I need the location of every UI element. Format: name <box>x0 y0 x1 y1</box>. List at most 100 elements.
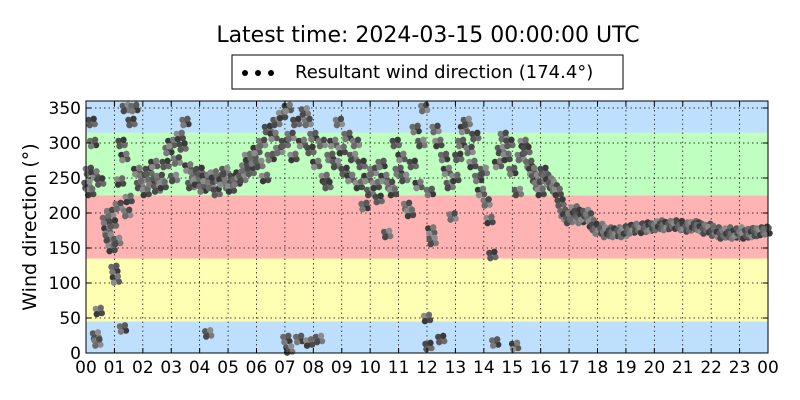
data-point <box>364 191 372 199</box>
data-point <box>109 211 117 219</box>
data-point <box>296 142 304 150</box>
data-point <box>514 151 521 159</box>
data-point <box>256 148 263 156</box>
y-tick-label: 0 <box>70 344 81 364</box>
data-point <box>491 158 499 166</box>
data-point <box>481 202 488 209</box>
data-point <box>523 158 530 166</box>
data-point <box>483 214 490 222</box>
data-point <box>88 169 95 176</box>
data-point <box>276 114 284 122</box>
data-point <box>309 143 316 151</box>
data-point <box>372 193 379 201</box>
data-point <box>551 186 558 194</box>
data-point <box>422 101 430 109</box>
data-point <box>176 141 183 148</box>
data-point <box>354 136 362 144</box>
data-point <box>103 237 110 244</box>
data-point <box>375 183 383 191</box>
x-tick-label: 15 <box>501 358 523 378</box>
data-point <box>99 214 107 222</box>
data-point <box>179 116 186 124</box>
x-tick-label: 08 <box>303 358 325 378</box>
data-point <box>486 201 493 208</box>
data-point <box>135 164 143 172</box>
data-point <box>361 172 368 180</box>
data-point <box>122 327 130 334</box>
data-point <box>303 342 311 349</box>
data-point <box>480 190 488 198</box>
data-point <box>438 141 445 149</box>
data-point <box>435 333 442 341</box>
data-point <box>497 130 504 138</box>
data-point <box>173 130 180 138</box>
data-point <box>487 254 494 262</box>
legend: Resultant wind direction (174.4°) <box>231 54 624 90</box>
data-point <box>404 176 411 184</box>
data-point <box>342 135 349 143</box>
data-point <box>351 150 359 158</box>
data-point <box>455 176 462 184</box>
data-point <box>511 186 519 194</box>
data-point <box>97 341 104 348</box>
data-point <box>282 107 289 115</box>
data-point <box>382 233 389 241</box>
data-point <box>412 179 419 187</box>
data-point <box>422 340 429 348</box>
data-point <box>219 165 226 173</box>
x-tick-label: 16 <box>530 358 552 378</box>
data-point <box>428 185 436 193</box>
data-point <box>452 215 459 222</box>
data-point <box>94 176 101 183</box>
data-point <box>347 156 355 164</box>
data-point <box>287 343 295 350</box>
data-point <box>109 268 116 276</box>
data-point <box>560 201 567 208</box>
data-point <box>332 136 339 144</box>
data-point <box>327 183 334 191</box>
x-tick-label: 02 <box>132 358 154 378</box>
data-point <box>126 121 133 129</box>
data-point <box>245 170 253 178</box>
data-point <box>116 142 123 150</box>
data-point <box>181 140 188 147</box>
data-point <box>515 156 522 164</box>
data-point <box>465 115 472 123</box>
data-point <box>302 121 309 129</box>
data-point <box>559 196 566 203</box>
data-point <box>425 225 432 232</box>
data-point <box>237 177 244 185</box>
data-point <box>256 142 264 150</box>
data-point <box>310 148 317 156</box>
data-point <box>130 115 137 123</box>
data-point <box>97 304 104 312</box>
data-point <box>301 116 308 124</box>
data-point <box>400 200 408 208</box>
data-point <box>289 129 296 137</box>
data-point <box>136 172 144 180</box>
data-point <box>386 227 393 235</box>
data-point <box>121 322 129 329</box>
data-point <box>175 154 183 161</box>
data-point <box>326 178 333 186</box>
data-point <box>148 158 155 166</box>
data-point <box>114 267 121 275</box>
data-point <box>196 183 203 190</box>
data-point <box>426 230 433 237</box>
data-point <box>290 116 297 124</box>
data-point <box>284 141 292 149</box>
data-point <box>375 158 382 166</box>
legend-marker <box>268 70 274 76</box>
data-point <box>190 176 198 183</box>
data-point <box>525 165 533 173</box>
data-point <box>112 200 119 208</box>
data-point <box>400 150 407 158</box>
data-point <box>131 120 138 128</box>
data-point <box>521 149 528 157</box>
data-point <box>220 170 227 178</box>
data-point <box>85 191 92 199</box>
data-point <box>145 190 152 198</box>
data-point <box>95 181 102 188</box>
data-point <box>158 171 166 179</box>
data-point <box>201 328 209 335</box>
